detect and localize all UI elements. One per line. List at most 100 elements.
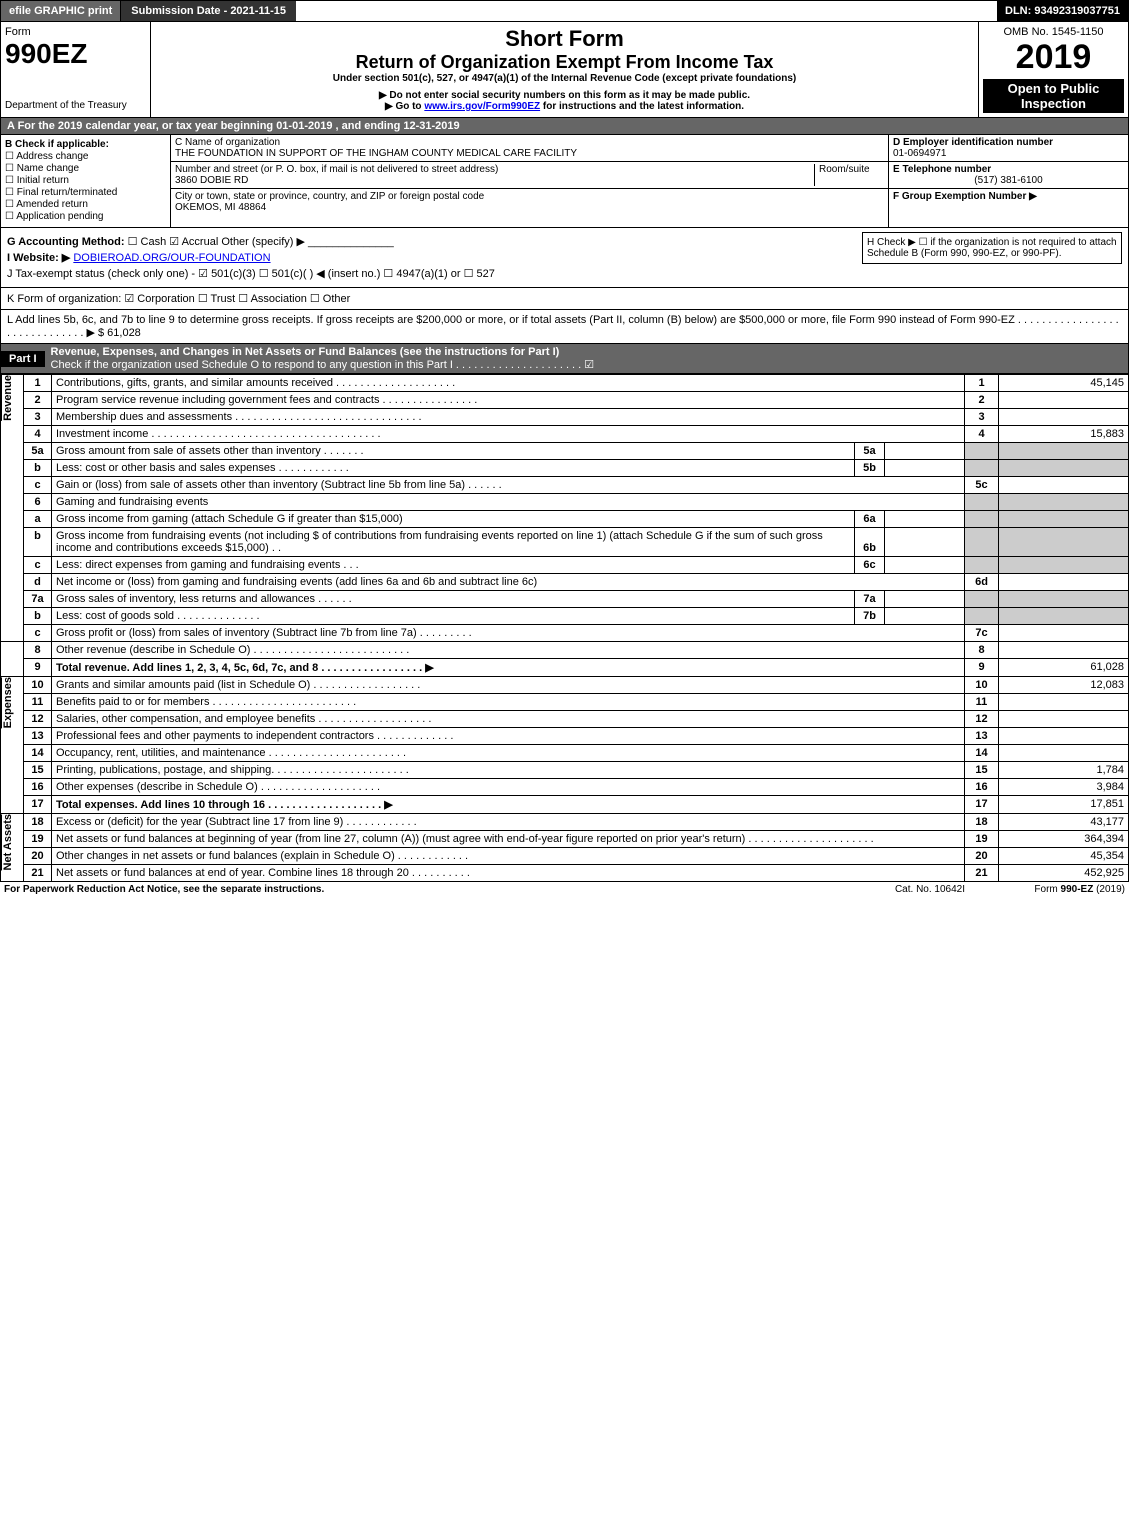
line-19-desc: Net assets or fund balances at beginning… xyxy=(52,831,965,848)
line-17-desc: Total expenses. Add lines 10 through 16 … xyxy=(52,796,965,814)
line-7c-desc: Gross profit or (loss) from sales of inv… xyxy=(52,625,965,642)
form-number: 990EZ xyxy=(5,38,146,70)
g-cash[interactable]: ☐ Cash xyxy=(128,236,167,248)
tax-year: 2019 xyxy=(983,38,1124,77)
line-5a-inval xyxy=(885,443,965,460)
line-9-num: 9 xyxy=(24,659,52,677)
line-18-num: 18 xyxy=(24,814,52,831)
part-i-title: Revenue, Expenses, and Changes in Net As… xyxy=(51,346,560,358)
line-6-lshade xyxy=(965,494,999,511)
chk-amended-return[interactable]: ☐ Amended return xyxy=(5,199,166,210)
line-7a-inval xyxy=(885,591,965,608)
line-16-desc: Other expenses (describe in Schedule O) … xyxy=(52,779,965,796)
line-18-lnum: 18 xyxy=(965,814,999,831)
chk-application-pending[interactable]: ☐ Application pending xyxy=(5,211,166,222)
line-6d-desc: Net income or (loss) from gaming and fun… xyxy=(52,574,965,591)
f-label: F Group Exemption Number ▶ xyxy=(893,191,1037,202)
line-10-lnum: 10 xyxy=(965,677,999,694)
org-name: THE FOUNDATION IN SUPPORT OF THE INGHAM … xyxy=(175,148,884,159)
website-link[interactable]: DOBIEROAD.ORG/OUR-FOUNDATION xyxy=(73,252,270,264)
line-3-lnum: 3 xyxy=(965,409,999,426)
phone-value: (517) 381-6100 xyxy=(893,175,1124,186)
form-label: Form xyxy=(5,26,146,38)
line-9-amt: 61,028 xyxy=(999,659,1129,677)
short-form-title: Short Form xyxy=(157,26,972,52)
line-18-amt: 43,177 xyxy=(999,814,1129,831)
line-6d-amt xyxy=(999,574,1129,591)
block-b-to-f: B Check if applicable: ☐ Address change … xyxy=(0,135,1129,228)
line-17-num: 17 xyxy=(24,796,52,814)
line-6-ashade xyxy=(999,494,1129,511)
chk-final-return[interactable]: ☐ Final return/terminated xyxy=(5,187,166,198)
line-8-desc: Other revenue (describe in Schedule O) .… xyxy=(52,642,965,659)
line-13-desc: Professional fees and other payments to … xyxy=(52,728,965,745)
row-a-taxyear: A For the 2019 calendar year, or tax yea… xyxy=(0,118,1129,135)
line-7a-innum: 7a xyxy=(855,591,885,608)
chk-address-change[interactable]: ☐ Address change xyxy=(5,151,166,162)
line-2-num: 2 xyxy=(24,392,52,409)
irs-link[interactable]: www.irs.gov/Form990EZ xyxy=(424,101,540,112)
line-4-num: 4 xyxy=(24,426,52,443)
line-7c-num: c xyxy=(24,625,52,642)
line-6b-innum: 6b xyxy=(855,528,885,557)
under-section-text: Under section 501(c), 527, or 4947(a)(1)… xyxy=(157,73,972,84)
line-17-lnum: 17 xyxy=(965,796,999,814)
line-5a-innum: 5a xyxy=(855,443,885,460)
line-10-desc: Grants and similar amounts paid (list in… xyxy=(52,677,965,694)
line-21-num: 21 xyxy=(24,865,52,882)
revenue-section-label: Revenue xyxy=(1,375,23,421)
chk-initial-return[interactable]: ☐ Initial return xyxy=(5,175,166,186)
chk-name-change[interactable]: ☐ Name change xyxy=(5,163,166,174)
line-5b-lshade xyxy=(965,460,999,477)
line-5c-desc: Gain or (loss) from sale of assets other… xyxy=(52,477,965,494)
line-20-desc: Other changes in net assets or fund bala… xyxy=(52,848,965,865)
netassets-section-label: Net Assets xyxy=(1,814,23,870)
line-7a-num: 7a xyxy=(24,591,52,608)
line-5a-desc: Gross amount from sale of assets other t… xyxy=(52,443,855,460)
d-label: D Employer identification number xyxy=(893,137,1053,148)
line-11-amt xyxy=(999,694,1129,711)
top-bar: efile GRAPHIC print Submission Date - 20… xyxy=(0,0,1129,22)
line-8-amt xyxy=(999,642,1129,659)
l-value: 61,028 xyxy=(107,327,141,339)
line-21-desc: Net assets or fund balances at end of ye… xyxy=(52,865,965,882)
line-15-num: 15 xyxy=(24,762,52,779)
line-15-desc: Printing, publications, postage, and shi… xyxy=(52,762,965,779)
line-6d-lnum: 6d xyxy=(965,574,999,591)
line-6c-ashade xyxy=(999,557,1129,574)
line-6c-inval xyxy=(885,557,965,574)
line-4-desc: Investment income . . . . . . . . . . . … xyxy=(52,426,965,443)
line-2-amt xyxy=(999,392,1129,409)
box-k: K Form of organization: ☑ Corporation ☐ … xyxy=(0,288,1129,310)
line-6b-num: b xyxy=(24,528,52,557)
line-6b-lshade xyxy=(965,528,999,557)
line-20-amt: 45,354 xyxy=(999,848,1129,865)
g-other[interactable]: Other (specify) ▶ xyxy=(221,236,305,248)
l-text: L Add lines 5b, 6c, and 7b to line 9 to … xyxy=(7,314,1119,339)
efile-print-button[interactable]: efile GRAPHIC print xyxy=(1,1,121,21)
line-12-lnum: 12 xyxy=(965,711,999,728)
box-h: H Check ▶ ☐ if the organization is not r… xyxy=(862,232,1122,264)
part-i-check: Check if the organization used Schedule … xyxy=(51,359,595,371)
line-5a-lshade xyxy=(965,443,999,460)
page-footer: For Paperwork Reduction Act Notice, see … xyxy=(0,882,1129,897)
line-5a-num: 5a xyxy=(24,443,52,460)
line-6b-inval xyxy=(885,528,965,557)
line-7a-ashade xyxy=(999,591,1129,608)
box-b: B Check if applicable: ☐ Address change … xyxy=(1,135,171,227)
line-4-amt: 15,883 xyxy=(999,426,1129,443)
line-6-desc: Gaming and fundraising events xyxy=(52,494,965,511)
line-3-desc: Membership dues and assessments . . . . … xyxy=(52,409,965,426)
line-6c-lshade xyxy=(965,557,999,574)
line-15-amt: 1,784 xyxy=(999,762,1129,779)
line-13-amt xyxy=(999,728,1129,745)
line-5c-num: c xyxy=(24,477,52,494)
line-6c-desc: Less: direct expenses from gaming and fu… xyxy=(52,557,855,574)
line-6c-num: c xyxy=(24,557,52,574)
line-6a-num: a xyxy=(24,511,52,528)
i-label: I Website: ▶ xyxy=(7,252,70,264)
line-14-desc: Occupancy, rent, utilities, and maintena… xyxy=(52,745,965,762)
block-g-to-l: H Check ▶ ☐ if the organization is not r… xyxy=(0,228,1129,288)
box-j: J Tax-exempt status (check only one) - ☑… xyxy=(7,267,1122,280)
g-accrual[interactable]: ☑ Accrual xyxy=(169,236,218,248)
